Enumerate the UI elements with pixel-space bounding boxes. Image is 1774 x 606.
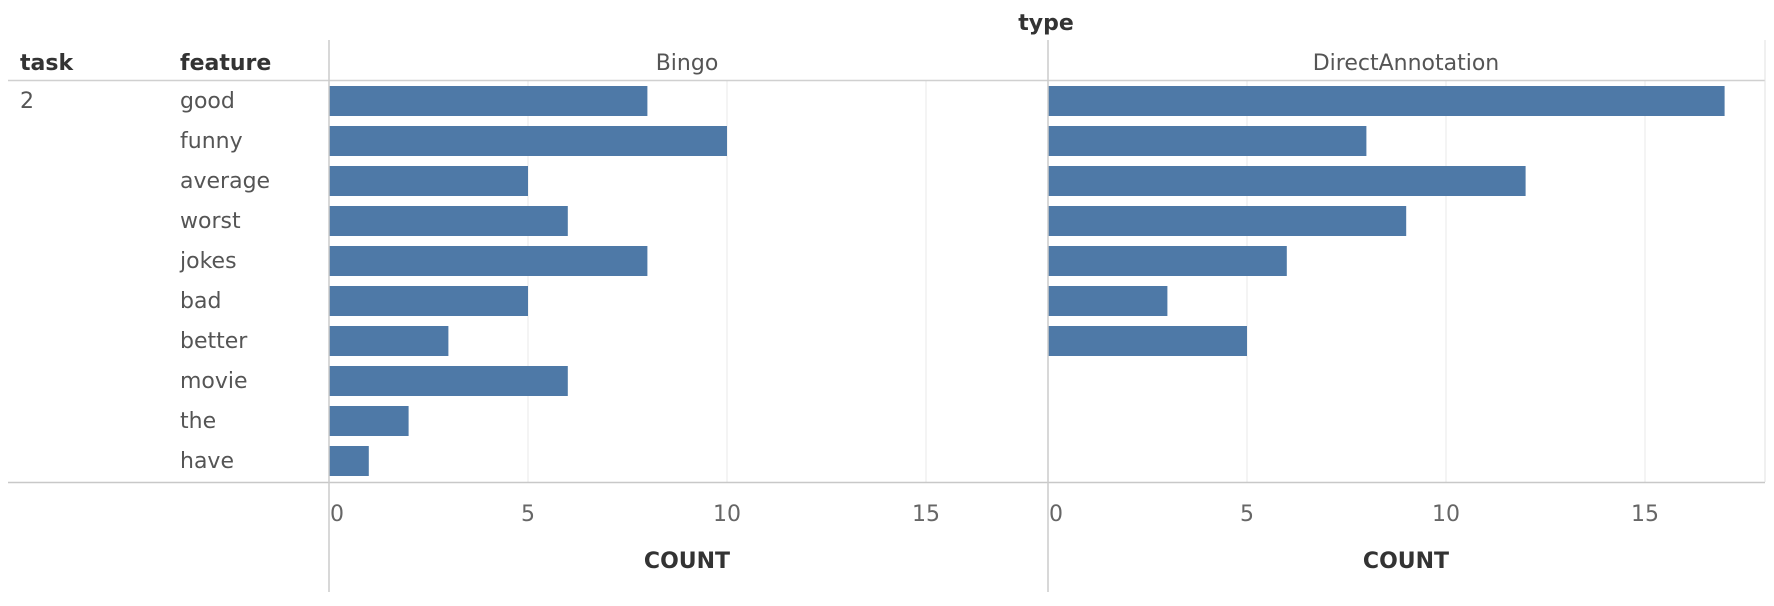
bar [329,286,528,316]
bar [1048,126,1367,156]
bar [329,166,528,196]
category-label: the [180,409,216,434]
x-tick-label: 0 [330,502,344,527]
category-label: have [180,449,234,474]
x-tick-label: 10 [713,502,741,527]
category-label: funny [180,129,243,154]
task-value: 2 [20,89,34,114]
bar [1048,246,1287,276]
category-label: movie [180,369,248,394]
bar [1048,286,1168,316]
panel-header-bingo: Bingo [656,51,719,76]
x-tick-label: 15 [1631,502,1659,527]
x-tick-label: 5 [1240,502,1254,527]
bar [1048,86,1725,116]
bar [329,126,727,156]
bar [329,446,369,476]
x-tick-label: 10 [1432,502,1460,527]
bar [329,366,568,396]
tick-labels: 0 5 10 15 0 5 10 15 [330,502,1659,527]
category-labels: good funny average worst jokes bad better movie… [179,89,270,474]
bar [329,246,648,276]
category-label: average [180,169,270,194]
x-tick-label: 5 [521,502,535,527]
task-header: task [20,51,74,76]
x-axis-label-directannotation: COUNT [1363,549,1449,574]
bar [329,326,449,356]
category-label: good [180,89,235,114]
bar [1048,166,1526,196]
bar [1048,206,1407,236]
x-tick-label: 0 [1049,502,1063,527]
category-label: better [180,329,248,354]
bar [329,206,568,236]
category-label: worst [180,209,241,234]
category-label: jokes [179,249,237,274]
bar [329,406,409,436]
column-field-header: type [1018,11,1074,36]
bars-layer [329,86,1725,476]
frame-layer [8,40,1766,592]
x-axis-label-bingo: COUNT [644,549,730,574]
bar [329,86,648,116]
bar [1048,326,1247,356]
category-label: bad [180,289,221,314]
panel-header-directannotation: DirectAnnotation [1313,51,1500,76]
x-tick-label: 15 [912,502,940,527]
feature-header: feature [180,51,271,76]
